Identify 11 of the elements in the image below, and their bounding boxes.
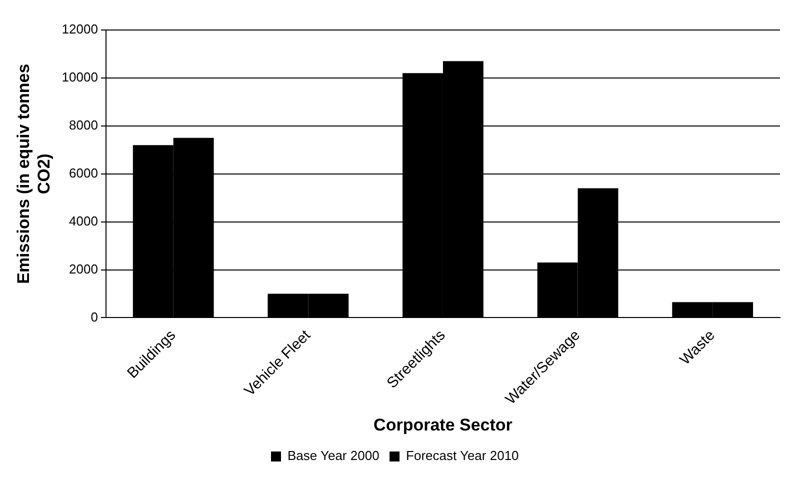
x-axis-title: Corporate Sector bbox=[374, 415, 513, 434]
y-tick-label: 8000 bbox=[69, 117, 98, 132]
y-axis-title: Emissions (in equiv tonnes CO2) bbox=[14, 64, 54, 284]
legend-label: Base Year 2000 bbox=[287, 448, 380, 464]
legend-label: Forecast Year 2010 bbox=[406, 448, 519, 464]
y-tick-label: 2000 bbox=[69, 261, 98, 276]
y-tick-label: 0 bbox=[90, 309, 98, 324]
y-tick-label: 12000 bbox=[62, 22, 98, 37]
y-tick-label: 4000 bbox=[69, 213, 98, 228]
y-tick-label: 6000 bbox=[69, 165, 98, 180]
y-tick-label: 10000 bbox=[62, 70, 98, 85]
